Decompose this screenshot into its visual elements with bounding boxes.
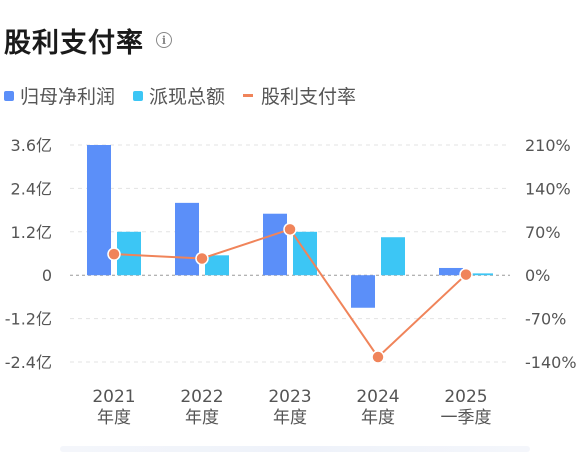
- y-right-tick-label: 0%: [525, 266, 550, 285]
- point-ratio: [107, 247, 121, 261]
- bar-profit: [351, 275, 375, 308]
- point-ratio: [195, 251, 209, 266]
- x-tick-label-year: 2022: [180, 387, 223, 407]
- title-row: 股利支付率 i: [4, 20, 172, 60]
- x-tick-label-period: 年度: [361, 408, 395, 428]
- y-left-tick-label: -2.4亿: [5, 353, 52, 372]
- info-icon[interactable]: i: [156, 32, 172, 48]
- y-left-tick-label: 3.6亿: [11, 136, 52, 155]
- bar-dividend: [381, 237, 405, 276]
- point-ratio: [459, 267, 473, 282]
- bar-profit: [263, 213, 287, 276]
- legend-label-profit: 归母净利润: [20, 86, 116, 108]
- bottom-strip: [60, 446, 530, 452]
- x-tick-label-period: 年度: [97, 408, 131, 428]
- bar-profit: [439, 267, 463, 276]
- point-ratio: [371, 350, 385, 364]
- x-tick-label-period: 年度: [185, 408, 219, 428]
- y-left-tick-label: 0: [42, 266, 52, 285]
- y-right-tick-label: 70%: [525, 223, 561, 242]
- legend-item-dividend[interactable]: 派现总额: [133, 82, 225, 109]
- bar-dividend: [205, 255, 229, 276]
- legend-item-profit[interactable]: 归母净利润: [4, 82, 115, 109]
- legend-swatch-ratio: [243, 94, 254, 97]
- point-ratio: [283, 222, 297, 237]
- y-left-tick-label: 2.4亿: [11, 179, 52, 198]
- y-left-tick-label: -1.2亿: [5, 310, 52, 329]
- bar-dividend: [469, 273, 493, 276]
- legend-item-ratio[interactable]: 股利支付率: [243, 82, 356, 109]
- x-tick-label-period: 年度: [273, 408, 307, 428]
- x-tick-label-period: 一季度: [441, 408, 492, 428]
- y-left-tick-label: 1.2亿: [11, 223, 52, 242]
- bar-profit: [175, 202, 199, 276]
- x-tick-label-year: 2025: [444, 387, 487, 407]
- series-line-ratio: [113, 228, 467, 359]
- x-tick-label-year: 2024: [356, 387, 399, 407]
- x-tick-label-year: 2021: [92, 387, 135, 407]
- legend-swatch-profit: [4, 90, 14, 101]
- x-tick-label-year: 2023: [268, 387, 311, 407]
- chart-title: 股利支付率: [4, 27, 144, 59]
- y-right-tick-label: -70%: [525, 310, 566, 329]
- legend-swatch-dividend: [133, 90, 144, 101]
- y-right-tick-label: 210%: [525, 136, 571, 155]
- legend-label-dividend: 派现总额: [149, 86, 226, 108]
- y-right-tick-label: -140%: [525, 353, 577, 372]
- legend-label-ratio: 股利支付率: [261, 86, 357, 108]
- legend: 归母净利润 派现总额 股利支付率: [4, 82, 374, 109]
- bar-profit: [87, 145, 111, 276]
- y-right-tick-label: 140%: [525, 179, 571, 198]
